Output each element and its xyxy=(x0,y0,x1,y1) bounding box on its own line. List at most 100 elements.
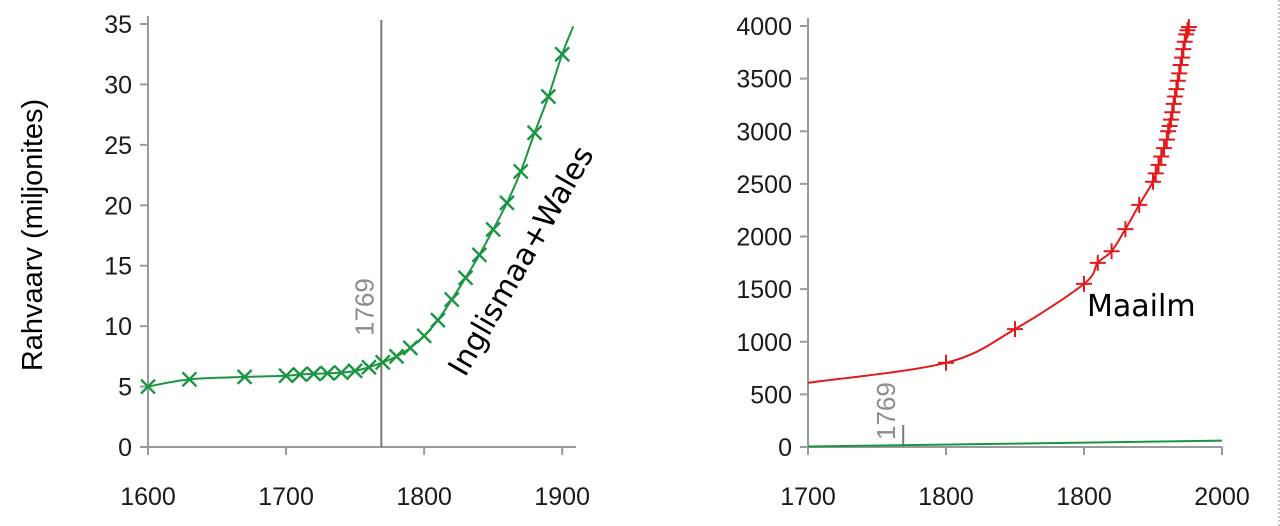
data-point xyxy=(471,246,488,263)
data-point xyxy=(526,124,543,141)
data-point xyxy=(1156,140,1173,157)
marker-stroke xyxy=(181,371,198,388)
data-point xyxy=(1168,81,1185,98)
marker-stroke xyxy=(457,269,474,286)
data-point xyxy=(1131,196,1148,213)
data-point xyxy=(485,221,502,238)
data-point xyxy=(361,359,377,376)
y-tick-label: 35 xyxy=(104,11,132,39)
marker-stroke xyxy=(374,354,391,371)
marker-stroke xyxy=(347,363,363,379)
data-point xyxy=(1171,65,1188,82)
marker-stroke xyxy=(402,340,419,356)
data-point xyxy=(1089,254,1106,271)
vline-1769-label: 1769 xyxy=(349,278,379,336)
marker-stroke xyxy=(388,348,405,365)
y-tick-label: 1500 xyxy=(736,276,792,304)
data-point xyxy=(278,367,294,384)
data-point xyxy=(374,354,391,371)
y-tick-label: 25 xyxy=(104,132,132,160)
marker-stroke xyxy=(485,221,502,238)
data-point xyxy=(347,363,363,379)
data-point xyxy=(1147,165,1164,182)
marker-stroke xyxy=(305,366,322,382)
y-tick-label: 1000 xyxy=(736,329,792,357)
marker-stroke xyxy=(292,366,308,383)
chart-left: Rahvaarv (miljonites) 0 5 10 15 20 25 30 35 1600… xyxy=(17,11,601,511)
x-tick-label: 1800 xyxy=(1056,483,1112,511)
marker-stroke xyxy=(499,195,515,211)
data-point xyxy=(1178,26,1195,43)
y-tick-label: 2000 xyxy=(736,224,792,252)
y-tick-label: 4000 xyxy=(736,13,792,41)
marker-stroke xyxy=(443,291,460,308)
data-point xyxy=(1172,56,1189,73)
y-tick-label: 3000 xyxy=(736,118,792,146)
marker-stroke xyxy=(540,88,557,105)
series-line xyxy=(807,439,1223,448)
y-tick-label: 10 xyxy=(104,313,132,341)
data-point xyxy=(319,365,336,382)
data-point xyxy=(305,366,322,382)
y-tick-label: 2500 xyxy=(736,171,792,199)
chart-right: 0 500 1000 1500 2000 2500 3000 3500 4000 1700 1800… xyxy=(736,13,1249,511)
data-point xyxy=(1180,19,1197,36)
marker-stroke xyxy=(416,327,432,344)
data-point xyxy=(1103,243,1120,260)
marker-stroke xyxy=(236,369,253,385)
marker-stroke xyxy=(526,124,543,141)
data-point xyxy=(443,291,460,308)
page-edge-divider xyxy=(1277,0,1280,526)
marker-stroke xyxy=(319,365,336,382)
data-point xyxy=(292,366,308,383)
marker-stroke xyxy=(430,312,446,328)
marker-stroke xyxy=(554,46,571,63)
data-point xyxy=(1165,95,1182,112)
series-label-maailm: Maailm xyxy=(1087,289,1196,324)
data-point xyxy=(1173,49,1190,66)
data-point xyxy=(236,369,253,385)
data-point xyxy=(1076,275,1092,292)
data-point xyxy=(388,348,405,365)
data-point xyxy=(457,269,474,286)
y-axis-label: Rahvaarv (miljonites) xyxy=(17,99,49,371)
data-point xyxy=(1162,111,1179,128)
y-tick-label: 15 xyxy=(104,253,132,281)
data-point xyxy=(430,312,446,328)
y-tick-label: 500 xyxy=(750,381,792,409)
y-tick-label: 20 xyxy=(104,192,132,220)
x-tick-label: 1700 xyxy=(780,483,836,511)
data-point xyxy=(1007,321,1023,338)
y-tick-label: 0 xyxy=(778,434,792,462)
marker-stroke xyxy=(333,364,350,381)
data-point xyxy=(1117,221,1134,238)
data-point xyxy=(938,354,954,371)
data-point xyxy=(1158,131,1175,148)
data-point xyxy=(1153,148,1170,165)
marker-stroke xyxy=(140,378,156,395)
data-point xyxy=(512,163,529,180)
data-point xyxy=(1150,156,1167,173)
data-point xyxy=(416,327,432,344)
data-point xyxy=(333,364,350,381)
vline-1769-label: 1769 xyxy=(871,382,901,440)
x-tick-label: 2000 xyxy=(1194,483,1250,511)
data-point xyxy=(1176,33,1193,50)
data-point xyxy=(140,378,156,395)
data-point xyxy=(402,340,419,356)
data-point xyxy=(540,88,557,105)
x-tick-label: 1700 xyxy=(258,483,314,511)
y-tick-label: 5 xyxy=(118,374,132,402)
data-point xyxy=(1164,104,1181,121)
marker-stroke xyxy=(361,359,377,376)
x-tick-label: 1800 xyxy=(396,483,452,511)
data-point xyxy=(1175,41,1192,58)
y-tick-label: 30 xyxy=(104,71,132,99)
data-point xyxy=(1179,22,1196,39)
data-point xyxy=(499,195,515,211)
data-point xyxy=(1145,173,1161,190)
marker-stroke xyxy=(512,163,529,180)
x-tick-label: 1600 xyxy=(120,483,176,511)
y-tick-label: 3500 xyxy=(736,66,792,94)
